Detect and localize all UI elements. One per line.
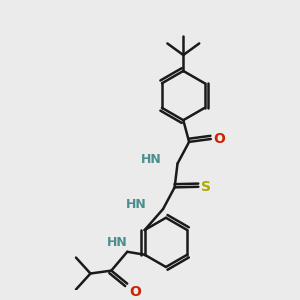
Text: HN: HN [107, 236, 128, 250]
Text: S: S [201, 180, 211, 194]
Text: O: O [129, 285, 141, 299]
Text: O: O [213, 132, 225, 146]
Text: HN: HN [141, 153, 162, 166]
Text: HN: HN [126, 198, 147, 211]
